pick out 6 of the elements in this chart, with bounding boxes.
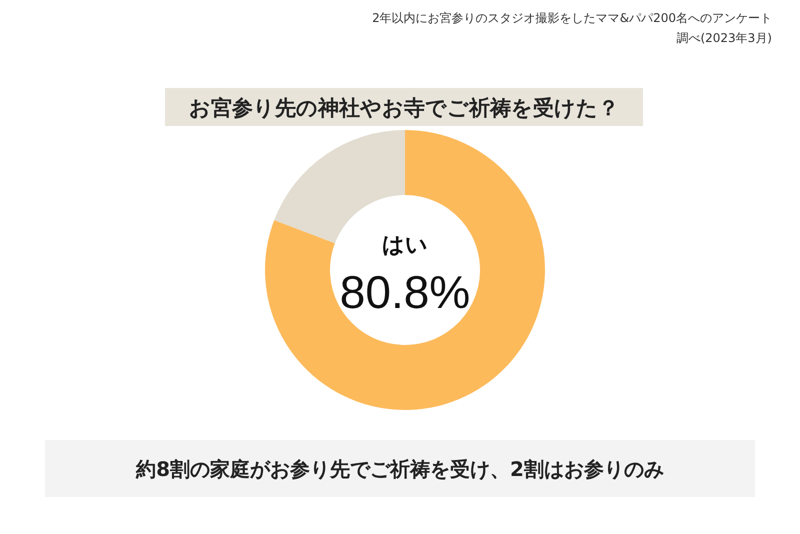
text: 調べ(2023年3月): [676, 31, 772, 45]
text: 2年以内にお宮参りのスタジオ撮影をしたママ&パパ200名へのアンケート: [372, 11, 772, 25]
slice-label: はい: [382, 233, 428, 258]
text: 約8割の家庭がお参り先でご祈祷を受け、2割はお参りのみ: [135, 457, 664, 481]
data-label: 80.8%: [340, 266, 470, 318]
chart-title: お宮参り先の神社やお寺でご祈祷を受けた？: [189, 96, 619, 120]
